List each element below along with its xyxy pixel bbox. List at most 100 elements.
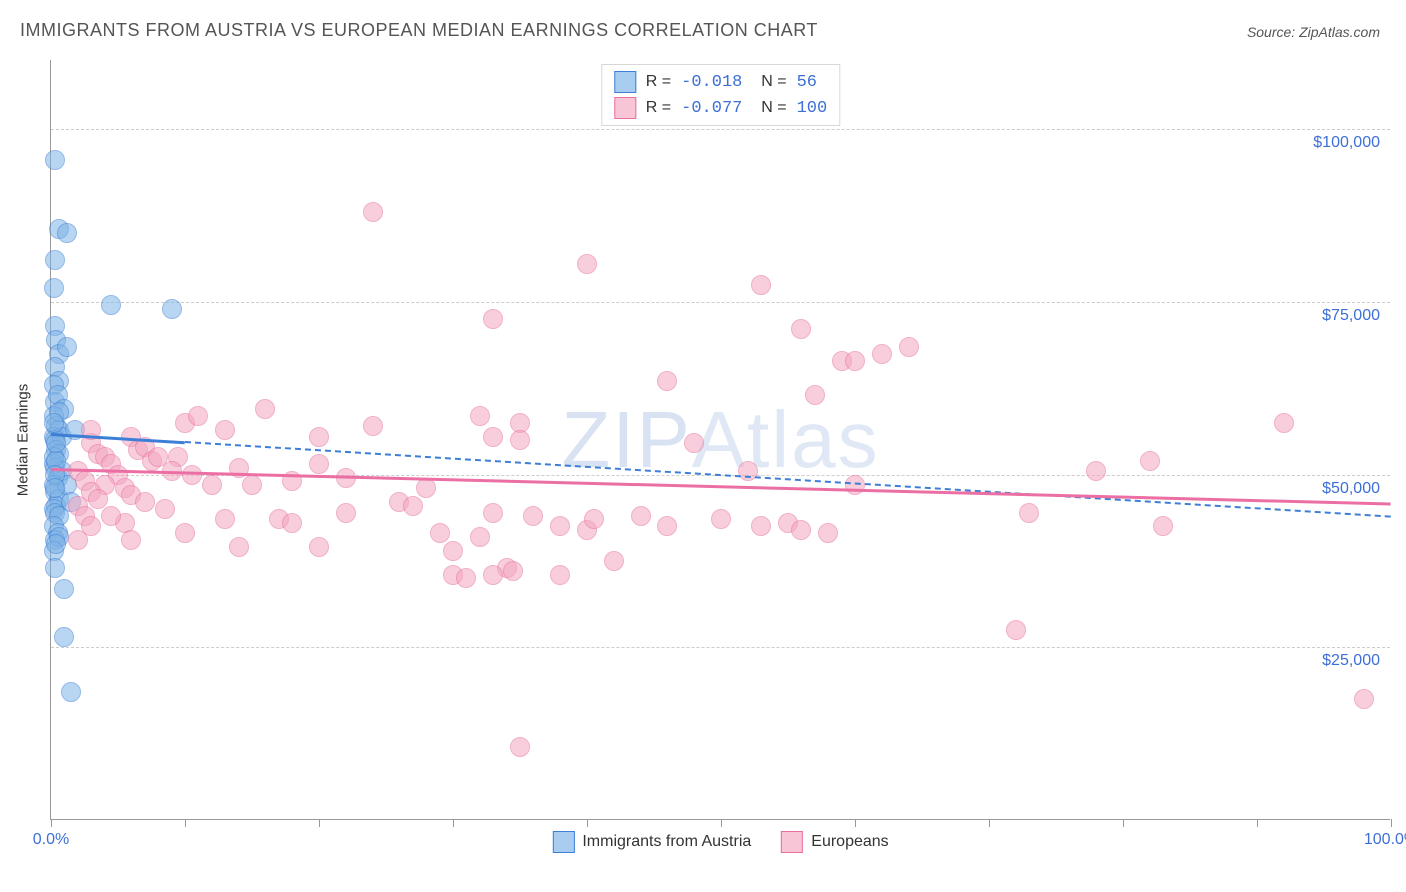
- x-tick: [989, 819, 990, 827]
- data-point: [470, 527, 490, 547]
- gridline: [51, 647, 1390, 648]
- data-point: [503, 561, 523, 581]
- x-tick: [721, 819, 722, 827]
- x-tick: [587, 819, 588, 827]
- data-point: [845, 351, 865, 371]
- data-point: [309, 454, 329, 474]
- n-value-austria: 56: [797, 73, 817, 92]
- swatch-blue-icon: [552, 831, 574, 853]
- data-point: [61, 682, 81, 702]
- data-point: [456, 568, 476, 588]
- x-tick: [1123, 819, 1124, 827]
- data-point: [805, 385, 825, 405]
- legend-label: Immigrants from Austria: [582, 833, 751, 851]
- data-point: [175, 523, 195, 543]
- data-point: [309, 427, 329, 447]
- data-point: [657, 371, 677, 391]
- data-point: [336, 503, 356, 523]
- data-point: [584, 509, 604, 529]
- data-point: [1006, 620, 1026, 640]
- r-label: R =: [646, 99, 671, 117]
- series-legend: Immigrants from Austria Europeans: [552, 831, 888, 853]
- data-point: [121, 530, 141, 550]
- data-point: [68, 530, 88, 550]
- data-point: [363, 416, 383, 436]
- data-point: [45, 250, 65, 270]
- y-tick-label: $25,000: [1322, 652, 1380, 670]
- data-point: [215, 420, 235, 440]
- trend-line: [185, 441, 1391, 518]
- x-tick: [1391, 819, 1392, 827]
- data-point: [1274, 413, 1294, 433]
- gridline: [51, 302, 1390, 303]
- legend-label: Europeans: [811, 833, 888, 851]
- data-point: [403, 496, 423, 516]
- data-point: [510, 430, 530, 450]
- data-point: [1140, 451, 1160, 471]
- data-point: [135, 492, 155, 512]
- x-tick: [1257, 819, 1258, 827]
- source-attribution: Source: ZipAtlas.com: [1247, 24, 1380, 40]
- data-point: [483, 309, 503, 329]
- data-point: [430, 523, 450, 543]
- data-point: [202, 475, 222, 495]
- data-point: [363, 202, 383, 222]
- data-point: [44, 413, 64, 433]
- data-point: [1354, 689, 1374, 709]
- legend-item-europeans: Europeans: [781, 831, 888, 853]
- chart-title: IMMIGRANTS FROM AUSTRIA VS EUROPEAN MEDI…: [20, 20, 818, 41]
- gridline: [51, 129, 1390, 130]
- data-point: [791, 520, 811, 540]
- data-point: [101, 506, 121, 526]
- legend-item-austria: Immigrants from Austria: [552, 831, 751, 853]
- data-point: [510, 737, 530, 757]
- data-point: [57, 223, 77, 243]
- y-tick-label: $75,000: [1322, 307, 1380, 325]
- x-tick-label: 100.0%: [1364, 831, 1406, 849]
- watermark: ZIPAtlas: [561, 394, 879, 486]
- data-point: [604, 551, 624, 571]
- x-tick: [185, 819, 186, 827]
- data-point: [255, 399, 275, 419]
- y-tick-label: $100,000: [1313, 134, 1380, 152]
- n-label: N =: [752, 73, 786, 91]
- watermark-b: Atlas: [692, 395, 880, 484]
- r-value-austria: -0.018: [681, 73, 742, 92]
- data-point: [188, 406, 208, 426]
- data-point: [751, 275, 771, 295]
- data-point: [550, 516, 570, 536]
- data-point: [483, 565, 503, 585]
- data-point: [45, 478, 65, 498]
- data-point: [470, 406, 490, 426]
- data-point: [54, 579, 74, 599]
- data-point: [57, 337, 77, 357]
- data-point: [899, 337, 919, 357]
- data-point: [577, 254, 597, 274]
- data-point: [1086, 461, 1106, 481]
- data-point: [684, 433, 704, 453]
- x-tick-label: 0.0%: [33, 831, 69, 849]
- data-point: [483, 503, 503, 523]
- data-point: [872, 344, 892, 364]
- y-axis-label: Median Earnings: [15, 383, 32, 496]
- r-value-europeans: -0.077: [681, 99, 742, 118]
- data-point: [309, 537, 329, 557]
- legend-row-austria: R = -0.018 N = 56: [610, 69, 831, 95]
- data-point: [711, 509, 731, 529]
- data-point: [215, 509, 235, 529]
- data-point: [657, 516, 677, 536]
- correlation-legend: R = -0.018 N = 56 R = -0.077 N = 100: [601, 64, 840, 126]
- data-point: [88, 489, 108, 509]
- n-label: N =: [752, 99, 786, 117]
- data-point: [416, 478, 436, 498]
- data-point: [791, 319, 811, 339]
- data-point: [483, 427, 503, 447]
- swatch-blue-icon: [614, 71, 636, 93]
- data-point: [818, 523, 838, 543]
- data-point: [229, 537, 249, 557]
- swatch-pink-icon: [614, 97, 636, 119]
- data-point: [282, 513, 302, 533]
- y-tick-label: $50,000: [1322, 480, 1380, 498]
- data-point: [242, 475, 262, 495]
- data-point: [45, 558, 65, 578]
